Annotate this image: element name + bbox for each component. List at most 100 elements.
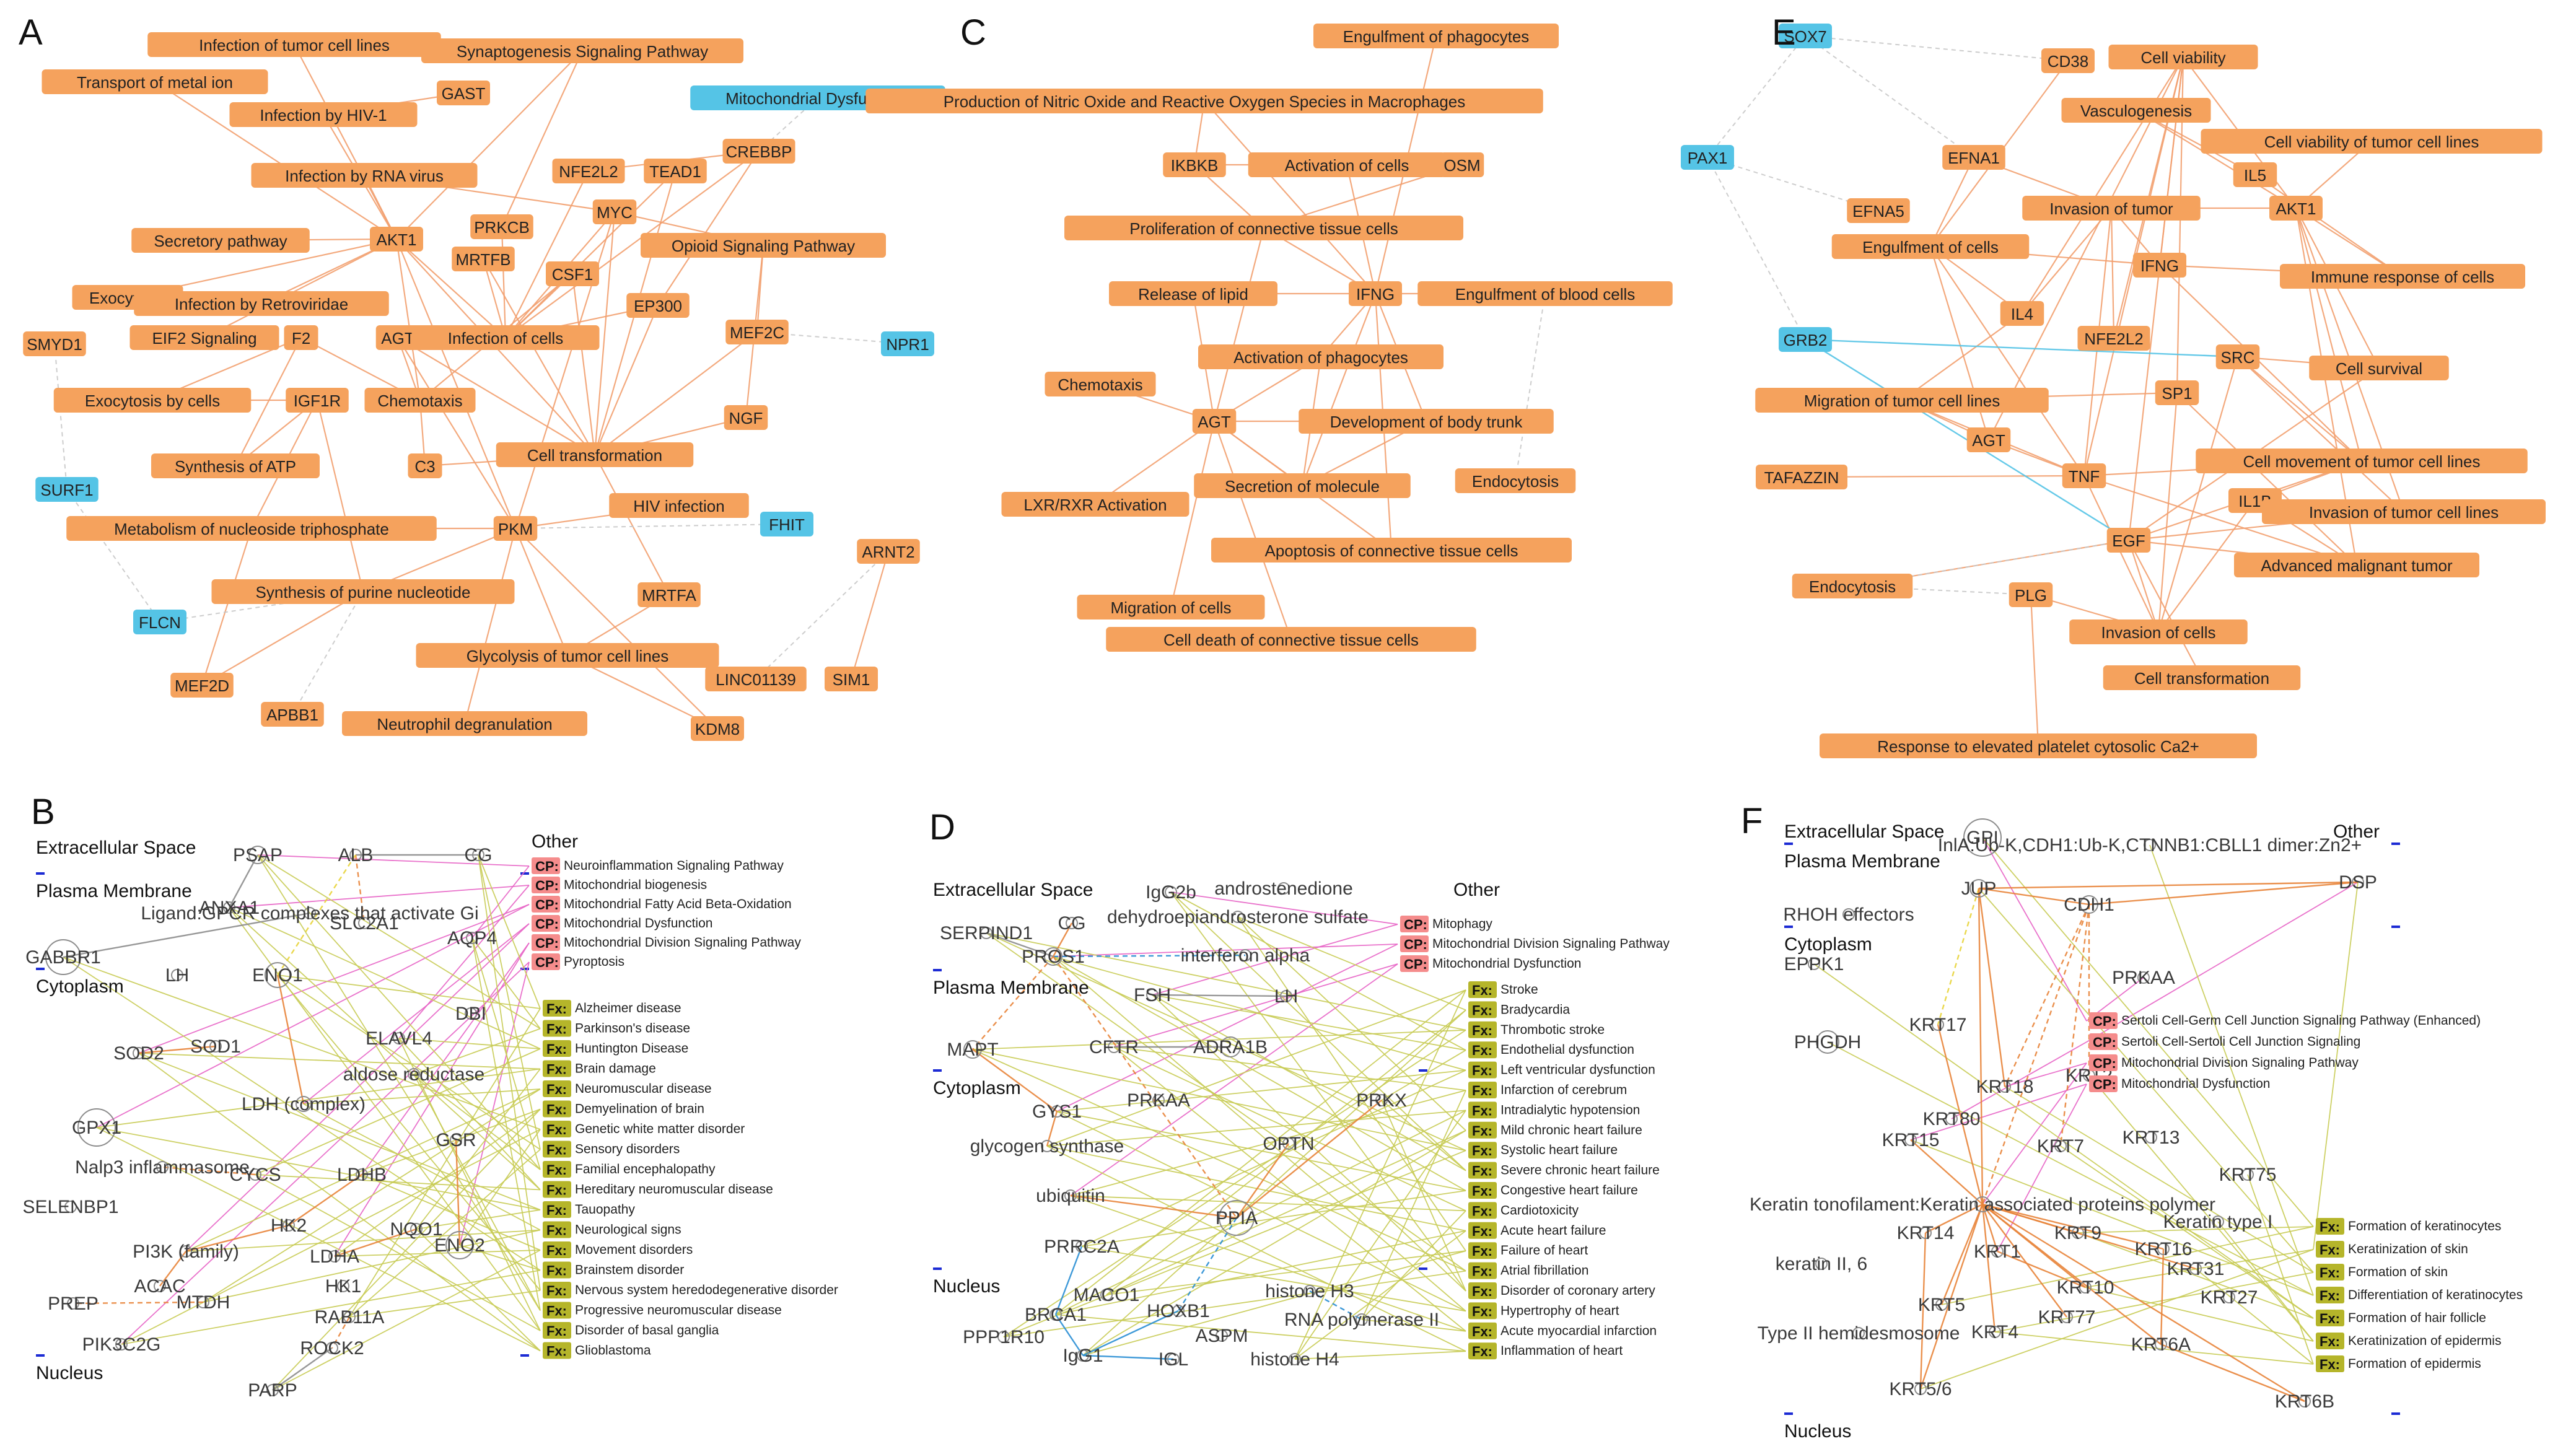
edge bbox=[514, 211, 616, 529]
association-edge bbox=[471, 937, 541, 1311]
b-fx-name: Neurological signs bbox=[575, 1223, 681, 1237]
association-edge bbox=[972, 1049, 1466, 1272]
f-node-label: KRT27 bbox=[2201, 1287, 2258, 1308]
edge bbox=[2083, 475, 2357, 566]
association-edge bbox=[138, 1053, 541, 1070]
b-node-aldose-reductase bbox=[408, 1068, 420, 1080]
d-fx-tag: Fx: bbox=[1472, 1103, 1492, 1118]
relation-edge bbox=[1053, 954, 1246, 958]
d-node-label: PRKAA bbox=[1127, 1090, 1190, 1111]
e-node-src: SRC bbox=[2215, 344, 2260, 369]
c-node-ifng: IFNG bbox=[1349, 281, 1402, 306]
a-node-box bbox=[286, 388, 349, 413]
a-node-synthesis-of-atp: Synthesis of ATP bbox=[151, 453, 320, 478]
b-fx-name: Alzheimer disease bbox=[575, 1001, 681, 1015]
a-node-box bbox=[641, 233, 886, 258]
f-fx-name: Differentiation of keratinocytes bbox=[2348, 1288, 2523, 1302]
d-fx-tag: Fx: bbox=[1472, 1344, 1492, 1359]
relation-edge bbox=[72, 1301, 204, 1305]
a-node-box bbox=[644, 159, 707, 183]
b-other-label: Other bbox=[532, 831, 578, 852]
b-node-rock2 bbox=[326, 1342, 338, 1354]
association-edge bbox=[185, 1088, 541, 1252]
f-cp-name: Mitochondrial Division Signaling Pathway bbox=[2121, 1056, 2359, 1070]
association-edge bbox=[1381, 1049, 1466, 1101]
b-fx-name: Familial encephalopathy bbox=[575, 1162, 716, 1176]
f-node-label: GPI bbox=[1966, 828, 1999, 848]
b-cp-name: Mitochondrial biogenesis bbox=[564, 878, 707, 892]
edge bbox=[505, 151, 760, 338]
a-node-box bbox=[825, 667, 878, 691]
d-fx-item: Fx: Severe chronic heart failure bbox=[1468, 1162, 1660, 1179]
edge bbox=[594, 331, 758, 455]
d-node-histone-h4 bbox=[1289, 1353, 1301, 1365]
e-node-sox7: SOX7 bbox=[1779, 24, 1832, 48]
d-node-label: ubiquitin bbox=[1036, 1186, 1105, 1206]
f-fx-item: Fx: Keratinization of epidermis bbox=[2316, 1333, 2501, 1349]
association-edge bbox=[413, 1028, 541, 1075]
association-edge bbox=[1381, 1100, 1466, 1171]
e-node-box bbox=[2269, 196, 2323, 221]
b-node-label: HK2 bbox=[271, 1215, 307, 1236]
f-fx-name: Formation of hair follicle bbox=[2348, 1311, 2486, 1325]
b-fx-tag: Fx: bbox=[546, 1183, 567, 1198]
association-edge bbox=[1055, 1230, 1466, 1315]
d-node-fsh bbox=[1146, 989, 1159, 1001]
association-edge bbox=[2004, 1086, 2314, 1273]
edge bbox=[514, 528, 569, 656]
b-node-gabbr1 bbox=[45, 939, 81, 975]
a-node-mef2c: MEF2C bbox=[725, 320, 789, 344]
b-node-anxa1 bbox=[223, 901, 235, 914]
association-edge bbox=[1106, 1129, 1466, 1295]
b-node-mtdh bbox=[197, 1296, 209, 1308]
edge bbox=[2159, 265, 2362, 462]
b-loc-extracellular-space: Extracellular Space bbox=[36, 838, 196, 858]
b-fx-tag: Fx: bbox=[546, 1062, 567, 1077]
d-fx-tag-box bbox=[1468, 1282, 1497, 1299]
f-node-krt14 bbox=[1919, 1227, 1932, 1239]
d-fx-name: Failure of heart bbox=[1500, 1243, 1588, 1258]
association-edge bbox=[1982, 837, 2087, 1022]
f-cp-tag: CP: bbox=[2093, 1013, 2116, 1029]
association-edge bbox=[138, 1053, 541, 1352]
b-cp-name: Pyroptosis bbox=[564, 955, 624, 969]
a-node-box bbox=[129, 325, 279, 350]
a-node-label: IGF1R bbox=[294, 392, 341, 410]
association-edge bbox=[1982, 837, 2314, 1227]
f-node-krt16 bbox=[2157, 1243, 2170, 1255]
association-edge bbox=[1003, 1270, 1466, 1337]
d-fx-tag-box bbox=[1468, 1342, 1497, 1360]
f-node-krt6a bbox=[2155, 1338, 2167, 1351]
d-fx-name: Inflammation of heart bbox=[1500, 1344, 1623, 1358]
f-node-label: KRT14 bbox=[1897, 1223, 1955, 1243]
c-node-label: Endocytosis bbox=[1472, 472, 1559, 491]
a-node-box bbox=[626, 293, 690, 318]
e-node-cell-viability-of-tumor-cell-lines: Cell viability of tumor cell lines bbox=[2201, 129, 2543, 154]
d-fx-item: Fx: Congestive heart failure bbox=[1468, 1182, 1638, 1199]
e-node-ifng: IFNG bbox=[2133, 253, 2186, 278]
f-cp-name: Sertoli Cell-Sertoli Cell Junction Signa… bbox=[2121, 1035, 2360, 1049]
d-fx-tag-box bbox=[1468, 1021, 1497, 1038]
b-cp-tag: CP: bbox=[535, 935, 559, 951]
f-loc-cytoplasm: Cytoplasm bbox=[1784, 934, 1872, 955]
c-node-box bbox=[1198, 344, 1444, 369]
a-node-infection-by-hiv-1: Infection by HIV-1 bbox=[229, 102, 418, 127]
a-node-box bbox=[496, 442, 694, 467]
a-node-sim1: SIM1 bbox=[825, 667, 878, 691]
d-cp-item: CP: Mitochondrial Dysfunction bbox=[1400, 955, 1581, 972]
association-edge bbox=[1106, 1250, 1466, 1295]
a-node-label: MYC bbox=[597, 203, 633, 222]
a-node-cell-transformation: Cell transformation bbox=[496, 442, 694, 467]
a-node-label: Synthesis of purine nucleotide bbox=[256, 583, 471, 602]
a-node-label: MRTFB bbox=[455, 250, 510, 269]
b-fx-tag-box bbox=[543, 1121, 571, 1137]
association-edge bbox=[1056, 1069, 1466, 1112]
f-node-inla-ub-k-cdh1-ub-k-ctnnb1-cbll1-dimer-zn2 bbox=[2144, 839, 2156, 851]
association-edge bbox=[2247, 1174, 2314, 1365]
e-node-box bbox=[2262, 499, 2546, 524]
a-node-ngf: NGF bbox=[724, 405, 768, 430]
d-fx-name: Bradycardia bbox=[1500, 1002, 1570, 1017]
d-fx-item: Fx: Stroke bbox=[1468, 981, 1538, 998]
b-fx-tag-box bbox=[543, 1221, 571, 1238]
edge bbox=[397, 337, 516, 529]
